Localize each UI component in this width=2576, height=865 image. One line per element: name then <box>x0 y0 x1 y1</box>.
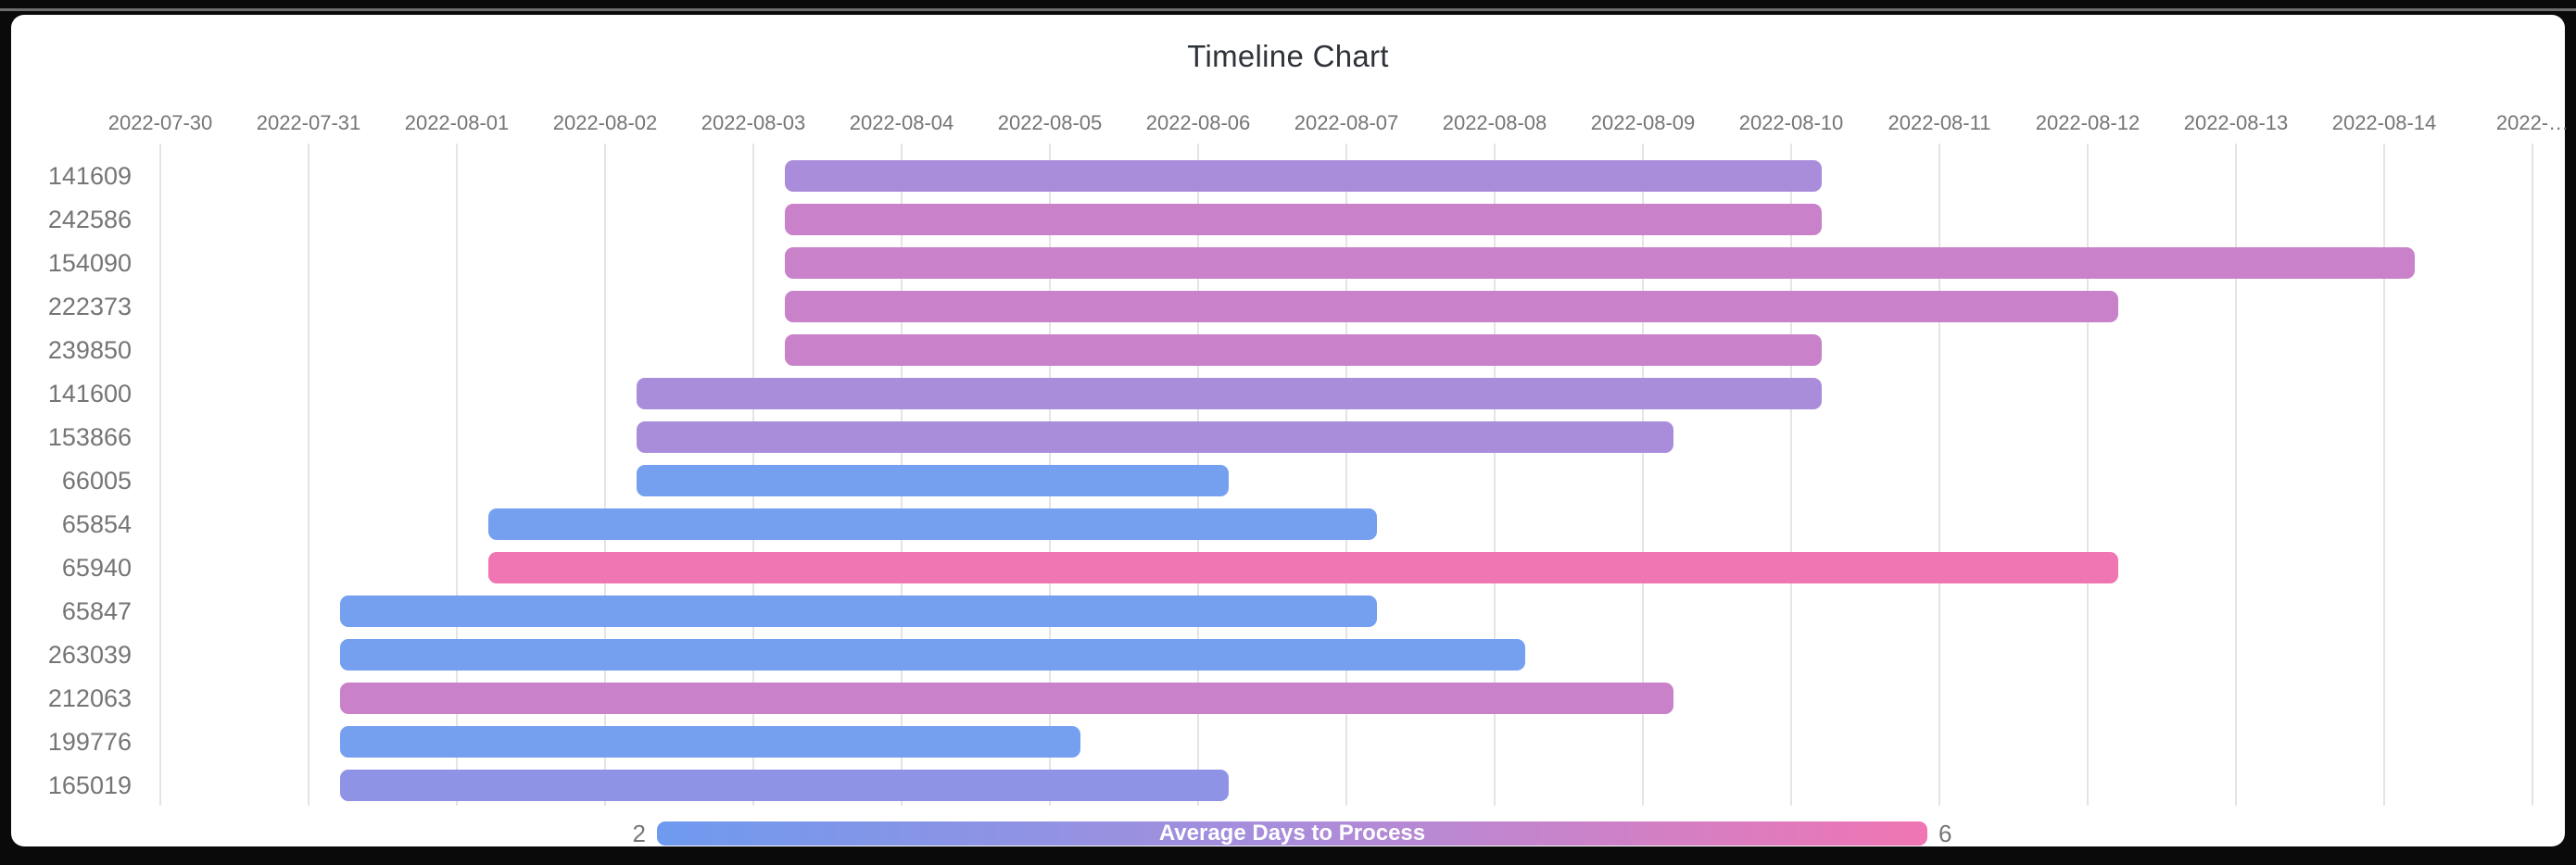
gridline <box>1642 144 1644 806</box>
x-axis-tick-label: 2022-08-08 <box>1442 111 1547 134</box>
x-axis-tick-label: 2022-08-13 <box>2183 111 2289 134</box>
gridline <box>2383 144 2385 806</box>
gridline <box>1345 144 1347 806</box>
y-axis-label: 263039 <box>47 641 132 669</box>
y-axis-label: 65940 <box>61 554 132 582</box>
x-axis-tick-label: 2022-08-07 <box>1294 111 1399 134</box>
x-axis-tick-label: 2022-08-12 <box>2035 111 2140 134</box>
x-axis-tick-label: 2022-08-02 <box>552 111 658 134</box>
gridline <box>604 144 606 806</box>
x-axis-tick-label: 2022-08-10 <box>1738 111 1844 134</box>
timeline-bar[interactable] <box>340 770 1229 801</box>
x-axis-tick-label: 2022-08-14 <box>2331 111 2437 134</box>
gridline <box>1790 144 1792 806</box>
y-axis-label: 154090 <box>47 249 132 277</box>
timeline-bar[interactable] <box>340 639 1525 671</box>
x-axis-tick-label: 2022-08-01 <box>404 111 510 134</box>
y-axis-label: 242586 <box>47 206 132 233</box>
y-axis-label: 141609 <box>47 162 132 190</box>
x-axis-tick-label: 2022-08-04 <box>849 111 954 134</box>
gridline <box>1938 144 1940 806</box>
gridline <box>1494 144 1496 806</box>
y-axis-label: 222373 <box>47 293 132 320</box>
y-axis-label: 165019 <box>47 771 132 799</box>
x-axis-tick-label: 2022-08-09 <box>1590 111 1696 134</box>
legend-title: Average Days to Process <box>1158 821 1426 846</box>
timeline-bar[interactable] <box>785 204 1822 235</box>
y-axis-label: 65847 <box>61 597 132 625</box>
gridline <box>456 144 458 806</box>
gridline <box>159 144 161 806</box>
legend-min-value: 2 <box>632 820 646 847</box>
timeline-bar[interactable] <box>340 726 1080 758</box>
timeline-bar[interactable] <box>488 508 1377 540</box>
x-axis-tick-label: 2022-08-05 <box>997 111 1103 134</box>
x-axis-tick-label: 2022-08-03 <box>701 111 806 134</box>
timeline-bar[interactable] <box>340 595 1377 627</box>
timeline-bar[interactable] <box>637 465 1229 496</box>
chart-title: Timeline Chart <box>1187 39 1389 73</box>
y-axis-label: 212063 <box>47 684 132 712</box>
timeline-bar[interactable] <box>785 247 2415 279</box>
legend-gradient-bar: Average Days to Process <box>657 821 1927 846</box>
timeline-bar[interactable] <box>785 160 1822 192</box>
timeline-bar[interactable] <box>637 378 1822 409</box>
gridline <box>308 144 309 806</box>
legend-max-value: 6 <box>1938 820 1952 847</box>
window-chrome-line <box>0 8 2576 11</box>
x-axis-tick-label: 2022-… <box>2495 111 2570 134</box>
x-axis-tick-label: 2022-08-06 <box>1145 111 1251 134</box>
timeline-bar[interactable] <box>785 334 1822 366</box>
x-axis-tick-label: 2022-07-31 <box>256 111 361 134</box>
y-axis-label: 153866 <box>47 423 132 451</box>
y-axis-label: 66005 <box>61 467 132 495</box>
timeline-bar[interactable] <box>340 683 1673 714</box>
timeline-bar[interactable] <box>488 552 2118 583</box>
y-axis-label: 239850 <box>47 336 132 364</box>
gridline <box>2235 144 2237 806</box>
gridline <box>2087 144 2089 806</box>
x-axis-tick-label: 2022-07-30 <box>107 111 213 134</box>
y-axis-label: 141600 <box>47 380 132 407</box>
timeline-bar[interactable] <box>785 291 2118 322</box>
x-axis-tick-label: 2022-08-11 <box>1888 111 1991 134</box>
gridline <box>2532 144 2533 806</box>
y-axis-label: 199776 <box>47 728 132 756</box>
y-axis-label: 65854 <box>61 510 132 538</box>
timeline-bar[interactable] <box>637 421 1673 453</box>
